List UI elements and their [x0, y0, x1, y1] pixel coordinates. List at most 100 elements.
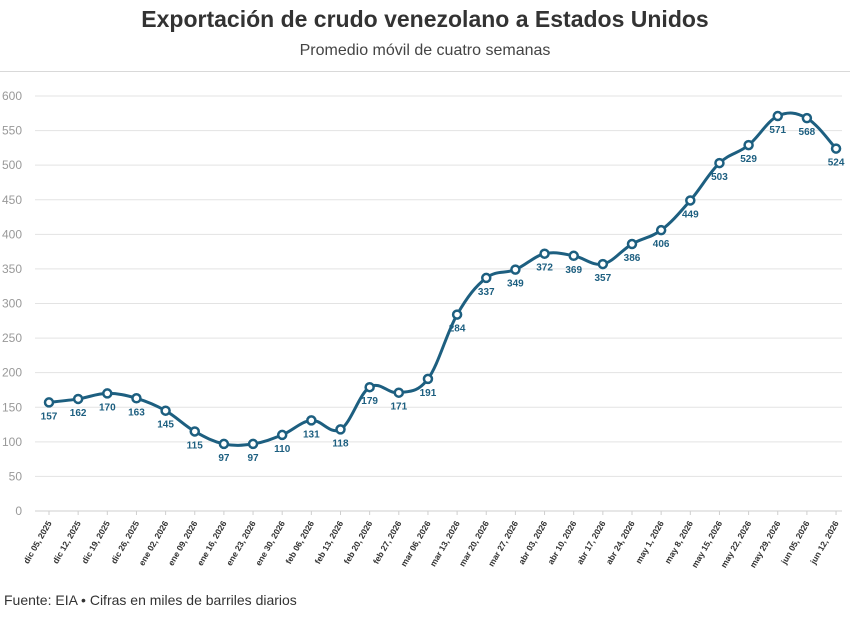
data-point — [72, 393, 84, 405]
y-tick-label: 350 — [2, 262, 22, 276]
data-label: 118 — [332, 438, 349, 449]
data-label: 145 — [157, 420, 174, 431]
x-tick-label: dic 12, 2025 — [50, 519, 83, 566]
x-tick-label: may 29, 2026 — [748, 519, 783, 570]
data-point — [451, 309, 463, 320]
data-point — [160, 405, 171, 416]
data-label: 115 — [187, 440, 204, 451]
data-point — [247, 438, 259, 450]
y-tick-label: 600 — [2, 89, 22, 103]
data-label: 503 — [711, 172, 728, 183]
data-point — [422, 373, 434, 385]
data-point — [597, 258, 609, 270]
data-point — [743, 139, 754, 151]
data-label: 568 — [799, 127, 816, 138]
x-tick-label: ene 02, 2026 — [137, 519, 171, 568]
x-tick-label: ene 16, 2026 — [195, 519, 229, 568]
data-label: 349 — [507, 279, 524, 290]
data-point — [510, 264, 521, 275]
source-note: Fuente: EIA • Cifras en miles de barrile… — [4, 592, 297, 608]
data-point — [393, 387, 405, 398]
x-tick-label: mar 13, 2026 — [428, 519, 462, 568]
y-axis: 0 50 100 150 200 250 300 350 400 450 500 550 600 — [2, 89, 22, 518]
data-point — [364, 381, 375, 393]
data-point — [276, 429, 288, 441]
data-point — [830, 143, 842, 154]
y-tick-label: 500 — [2, 158, 22, 172]
x-tick-label: abr 10, 2026 — [545, 519, 578, 566]
data-point — [131, 393, 142, 404]
data-label: 337 — [478, 287, 495, 298]
data-labels: 157 162 170 163 145 115 97 97 110 131 118 179 171 191… — [41, 125, 845, 464]
x-tick-label: may 1, 2026 — [633, 519, 666, 566]
header-divider — [0, 71, 850, 72]
data-label: 170 — [99, 402, 116, 413]
data-point — [539, 248, 550, 259]
data-label: 179 — [361, 396, 378, 407]
data-point — [801, 112, 813, 124]
data-point — [481, 272, 492, 284]
y-tick-label: 400 — [2, 227, 22, 241]
y-tick-label: 300 — [2, 297, 22, 311]
x-tick-label: mar 20, 2026 — [457, 519, 491, 568]
data-point — [772, 110, 783, 122]
y-tick-label: 50 — [9, 469, 23, 483]
y-tick-label: 100 — [2, 435, 22, 449]
x-tick-label: ene 09, 2026 — [166, 519, 200, 568]
data-point — [43, 397, 55, 408]
y-tick-label: 200 — [2, 366, 22, 380]
y-tick-label: 250 — [2, 331, 22, 345]
x-tick-label: abr 17, 2026 — [575, 519, 608, 566]
data-point — [218, 438, 230, 450]
x-tick-label: may 8, 2026 — [663, 519, 696, 566]
data-point — [306, 415, 317, 426]
y-tick-label: 450 — [2, 193, 22, 207]
x-tick-label: abr 24, 2026 — [604, 519, 637, 566]
data-label: 157 — [41, 411, 58, 422]
data-label: 284 — [449, 324, 466, 335]
x-tick-label: mar 06, 2026 — [398, 519, 432, 568]
data-point — [626, 238, 638, 250]
data-point — [102, 388, 113, 399]
x-tick-label: ene 23, 2026 — [224, 519, 258, 568]
x-tick-label: jun 05, 2026 — [778, 519, 811, 567]
data-point — [189, 426, 200, 437]
x-tick-label: ene 30, 2026 — [253, 519, 287, 568]
data-label: 524 — [828, 158, 845, 169]
data-point — [714, 157, 725, 169]
x-tick-label: feb 20, 2026 — [342, 519, 375, 566]
data-point — [685, 195, 696, 206]
data-label: 386 — [624, 253, 641, 264]
x-tick-label: jun 12, 2026 — [808, 519, 841, 567]
chart-subtitle: Promedio móvil de cuatro semanas — [299, 42, 551, 59]
y-tick-label: 550 — [2, 124, 22, 138]
data-label: 131 — [303, 429, 320, 440]
x-tick-label: feb 27, 2026 — [371, 519, 404, 566]
series-path — [47, 111, 838, 447]
x-tick-label: mar 27, 2026 — [486, 519, 520, 568]
x-tick-label: feb 13, 2026 — [312, 519, 345, 566]
data-label: 162 — [70, 408, 87, 419]
data-label: 369 — [565, 265, 582, 276]
chart-title: Exportación de crudo venezolano a Estado… — [141, 6, 709, 32]
data-label: 97 — [247, 453, 259, 464]
x-tick-label: dic 19, 2025 — [80, 519, 113, 566]
x-tick-label: dic 05, 2025 — [21, 519, 54, 566]
x-tick-label: abr 03, 2026 — [516, 519, 549, 566]
data-label: 191 — [420, 388, 437, 399]
data-point — [655, 224, 667, 236]
x-tick-label: dic 26, 2025 — [109, 519, 142, 566]
data-label: 110 — [274, 444, 291, 455]
data-label: 357 — [595, 273, 612, 284]
data-label: 449 — [682, 209, 699, 220]
data-point — [335, 424, 346, 435]
series-line — [47, 111, 838, 447]
data-label: 97 — [218, 453, 230, 464]
data-point — [568, 250, 579, 262]
data-label: 529 — [740, 154, 757, 165]
data-label: 406 — [653, 239, 670, 250]
data-label: 571 — [769, 125, 786, 136]
x-tick-label: feb 06, 2026 — [283, 519, 316, 566]
